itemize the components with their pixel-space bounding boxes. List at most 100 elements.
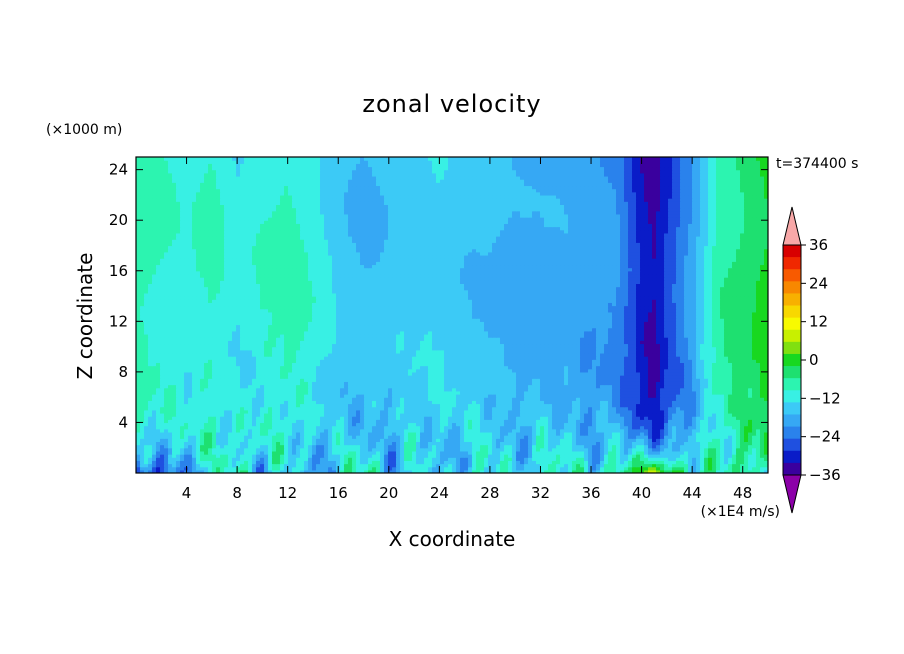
heatmap-cell	[564, 469, 569, 473]
heatmap-cell	[520, 454, 525, 458]
heatmap-cell	[744, 441, 749, 446]
heatmap-cell	[172, 447, 177, 452]
heatmap-cell	[384, 444, 389, 449]
heatmap-cell	[352, 454, 357, 458]
heatmap-cell	[764, 450, 768, 455]
heatmap-cell	[632, 441, 637, 446]
heatmap-cell	[192, 463, 197, 468]
heatmap-cell	[692, 463, 697, 468]
heatmap-cell	[500, 447, 505, 452]
heatmap-cell	[196, 460, 201, 465]
heatmap-cell	[200, 469, 205, 473]
heatmap-cell	[740, 460, 745, 465]
heatmap-cell	[608, 466, 613, 471]
heatmap-cell	[748, 454, 753, 458]
heatmap-cell	[600, 457, 605, 461]
heatmap-cell	[348, 441, 353, 446]
heatmap-cell	[304, 466, 309, 471]
heatmap-cell	[748, 441, 753, 446]
heatmap-cell	[520, 457, 525, 461]
heatmap-cell	[188, 450, 193, 455]
heatmap-cell	[516, 444, 521, 449]
heatmap-cell	[476, 450, 481, 455]
heatmap-cell	[424, 447, 429, 452]
heatmap-cell	[440, 463, 445, 468]
heatmap-cell	[592, 447, 597, 452]
heatmap-cell	[764, 460, 768, 465]
heatmap-cell	[220, 441, 225, 446]
heatmap-cell	[236, 466, 241, 471]
heatmap-cell	[268, 466, 273, 471]
heatmap-cell	[156, 457, 161, 461]
heatmap-cell	[372, 441, 377, 446]
heatmap-cell	[316, 460, 321, 465]
heatmap-cell	[500, 466, 505, 471]
heatmap-cell	[216, 466, 221, 471]
heatmap-cell	[764, 466, 768, 471]
heatmap-cell	[388, 460, 393, 465]
heatmap-cell	[664, 457, 669, 461]
heatmap-cell	[752, 450, 757, 455]
heatmap-cell	[724, 457, 729, 461]
heatmap-cell	[684, 447, 689, 452]
heatmap-cell	[712, 454, 717, 458]
heatmap-cell	[348, 457, 353, 461]
heatmap-cell	[536, 466, 541, 471]
heatmap-cell	[448, 466, 453, 471]
heatmap-cell	[252, 450, 257, 455]
heatmap-cell	[172, 463, 177, 468]
heatmap-cell	[724, 466, 729, 471]
heatmap-cell	[172, 469, 177, 473]
heatmap-cell	[252, 454, 257, 458]
heatmap-cell	[244, 444, 249, 449]
heatmap-cell	[464, 457, 469, 461]
heatmap-cell	[588, 457, 593, 461]
heatmap-cell	[668, 469, 673, 473]
heatmap-cell	[564, 441, 569, 446]
heatmap-cell	[544, 457, 549, 461]
heatmap-cell	[192, 450, 197, 455]
heatmap-cell	[720, 469, 725, 473]
heatmap-cell	[248, 447, 253, 452]
heatmap-cell	[300, 447, 305, 452]
heatmap-cell	[592, 441, 597, 446]
heatmap-cell	[232, 466, 237, 471]
heatmap-cell	[672, 463, 677, 468]
heatmap-cell	[760, 450, 765, 455]
heatmap-cell	[612, 450, 617, 455]
heatmap-cell	[348, 444, 353, 449]
heatmap-cell	[172, 444, 177, 449]
heatmap-cell	[316, 441, 321, 446]
heatmap-cell	[504, 469, 509, 473]
heatmap-cell	[440, 457, 445, 461]
heatmap-cell	[700, 444, 705, 449]
heatmap-cell	[436, 450, 441, 455]
heatmap-cell	[680, 466, 685, 471]
heatmap-cell	[596, 463, 601, 468]
heatmap-cell	[280, 469, 285, 473]
heatmap-cell	[660, 460, 665, 465]
heatmap-cell	[548, 469, 553, 473]
heatmap-cell	[452, 466, 457, 471]
heatmap-cell	[684, 466, 689, 471]
heatmap-cell	[588, 466, 593, 471]
heatmap-cell	[212, 469, 217, 473]
heatmap-cell	[236, 460, 241, 465]
heatmap-cell	[756, 444, 761, 449]
heatmap-cell	[504, 454, 509, 458]
heatmap-cell	[216, 457, 221, 461]
heatmap-cell	[756, 469, 761, 473]
heatmap-cell	[580, 457, 585, 461]
heatmap-cell	[648, 441, 653, 446]
heatmap-cell	[276, 463, 281, 468]
heatmap-cell	[616, 450, 621, 455]
heatmap-cell	[460, 463, 465, 468]
heatmap-cell	[272, 441, 277, 446]
heatmap-cell	[344, 450, 349, 455]
heatmap-cell	[144, 457, 149, 461]
heatmap-cell	[520, 441, 525, 446]
heatmap-cell	[552, 441, 557, 446]
heatmap-cell	[636, 469, 641, 473]
heatmap-cell	[152, 454, 157, 458]
heatmap-cell	[300, 457, 305, 461]
